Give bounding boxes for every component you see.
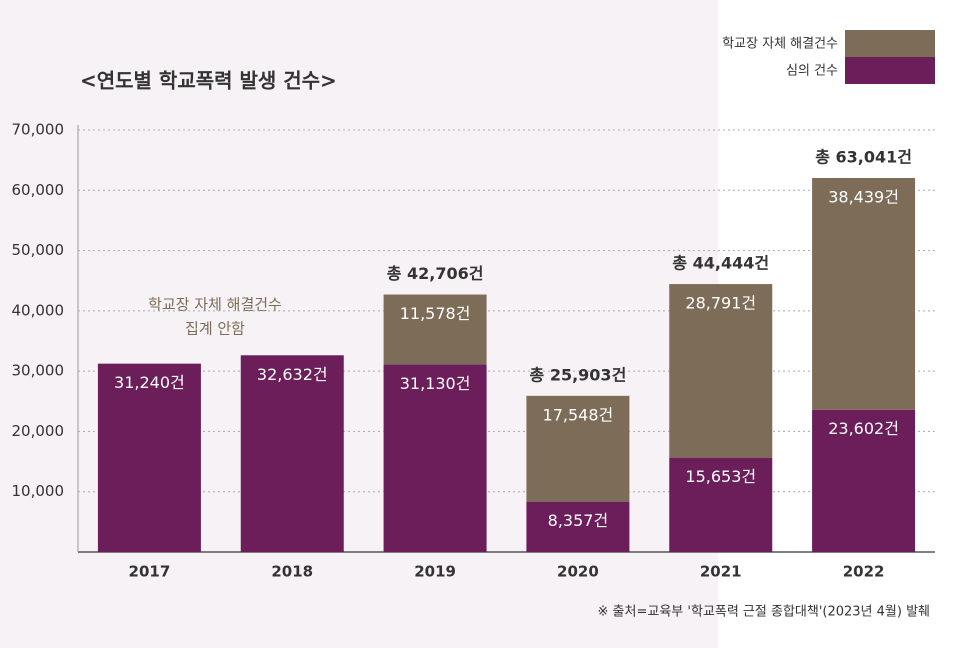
y-tick-label: 10,000	[12, 482, 65, 500]
bar-segment	[383, 294, 487, 365]
legend-swatch	[845, 30, 935, 57]
y-tick-label: 50,000	[12, 241, 65, 259]
bar-segment	[97, 363, 201, 552]
x-tick-label: 2022	[843, 563, 885, 581]
annotation: 학교장 자체 해결건수	[148, 296, 282, 314]
value-label: 11,578건	[400, 304, 471, 323]
value-label: 15,653건	[685, 467, 756, 486]
annotation: 집계 안함	[185, 320, 245, 338]
total-label: 총 25,903건	[530, 365, 627, 384]
bar-segment	[669, 284, 773, 458]
total-label: 총 63,041건	[815, 147, 912, 166]
chart-title: <연도별 학교폭력 발생 건수>	[80, 69, 337, 93]
bar-segment	[526, 501, 630, 552]
value-label: 32,632건	[257, 365, 328, 384]
bar-segment	[812, 177, 916, 410]
total-label: 총 42,706건	[387, 264, 484, 283]
bar-segment	[812, 409, 916, 552]
y-tick-label: 70,000	[12, 121, 65, 139]
x-tick-label: 2019	[414, 563, 456, 581]
bar-segment	[383, 364, 487, 552]
y-tick-label: 20,000	[12, 422, 65, 440]
value-label: 17,548건	[543, 405, 614, 424]
y-tick-label: 30,000	[12, 362, 65, 380]
y-tick-label: 60,000	[12, 181, 65, 199]
value-label: 23,602건	[828, 419, 899, 438]
x-tick-label: 2018	[271, 563, 313, 581]
legend-swatch	[845, 57, 935, 84]
bar-segment	[240, 355, 344, 552]
x-tick-label: 2017	[129, 563, 171, 581]
total-label: 총 44,444건	[672, 254, 769, 273]
value-label: 8,357건	[548, 511, 609, 530]
x-tick-label: 2020	[557, 563, 599, 581]
value-label: 38,439건	[828, 187, 899, 206]
value-label: 31,240건	[114, 373, 185, 392]
legend-label: 심의 건수	[786, 64, 838, 79]
value-label: 28,791건	[685, 294, 756, 313]
bar-segment	[526, 395, 630, 502]
source-note: ※ 출처=교육부 '학교폭력 근절 종합대책'(2023년 4월) 발췌	[598, 605, 930, 620]
value-label: 31,130건	[400, 374, 471, 393]
legend-label: 학교장 자체 해결건수	[722, 37, 838, 52]
y-tick-label: 40,000	[12, 301, 65, 319]
x-tick-label: 2021	[700, 563, 742, 581]
bar-segment	[669, 457, 773, 552]
